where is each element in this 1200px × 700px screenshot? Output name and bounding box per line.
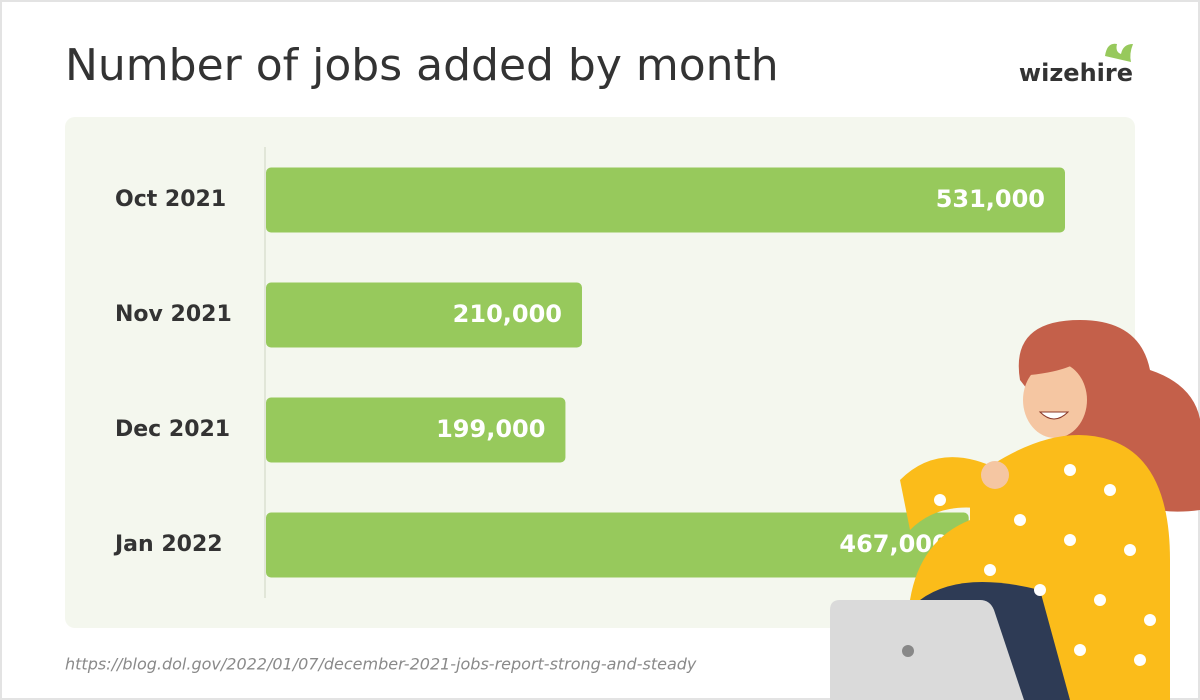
source: https://blog.dol.gov/2022/01/07/december… xyxy=(65,655,697,674)
logo-text: wizehire xyxy=(1019,59,1133,87)
logo-leaf xyxy=(1105,43,1133,62)
category-label: Jan 2022 xyxy=(113,532,223,557)
hand xyxy=(981,461,1009,489)
arm xyxy=(900,457,1000,530)
face xyxy=(1023,362,1087,438)
value-label: 199,000 xyxy=(436,415,545,443)
smile xyxy=(1038,411,1070,420)
laptop-logo xyxy=(902,645,914,657)
bangs xyxy=(1030,342,1090,375)
category-label: Oct 2021 xyxy=(115,187,226,212)
category-label: Dec 2021 xyxy=(115,417,230,442)
value-label: 210,000 xyxy=(453,300,562,328)
illustration xyxy=(830,320,1200,700)
plot-panel xyxy=(65,117,1135,628)
bar xyxy=(266,282,582,348)
logo: wizehire xyxy=(1019,43,1133,87)
category-label: Nov 2021 xyxy=(115,302,232,327)
bar xyxy=(266,512,969,578)
value-label: 531,000 xyxy=(936,185,1045,213)
laptop xyxy=(830,600,1024,700)
bar xyxy=(266,167,1065,233)
bar xyxy=(266,397,566,463)
chart-title: Number of jobs added by month xyxy=(65,40,779,91)
